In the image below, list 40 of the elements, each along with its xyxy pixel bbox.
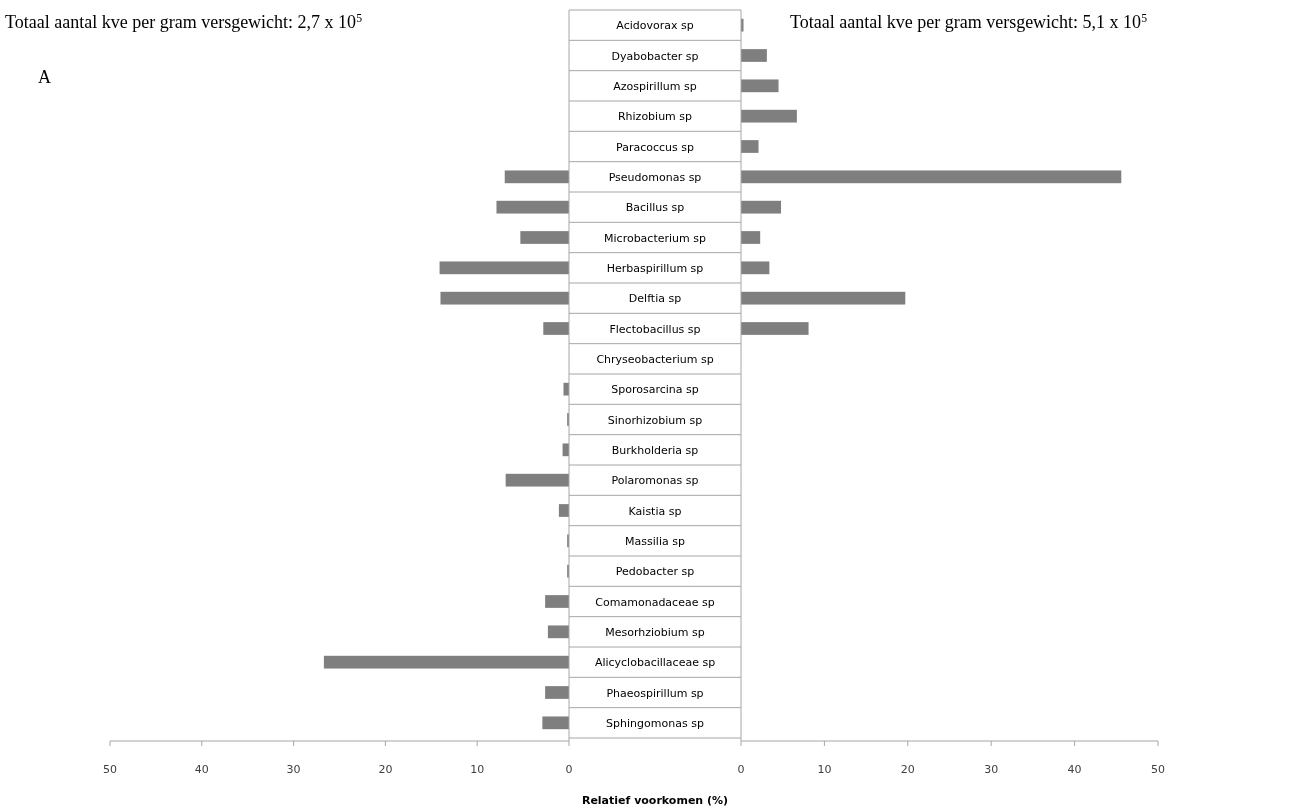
y-tick-label: Massilia sp: [625, 534, 685, 548]
x-tick-label: 10: [470, 763, 485, 776]
chart-title: Totaal aantal kve per gram versgewicht: 5,1 x 10$^{5}$: [790, 11, 1148, 32]
y-tick-label: Pedobacter sp: [615, 565, 695, 579]
y-tick-label: Burkholderia sp: [611, 443, 699, 457]
x-tick-label: 10: [817, 763, 832, 776]
x-tick-label: 50: [103, 763, 117, 776]
y-tick-label: Dyabobacter sp: [611, 49, 699, 63]
y-tick-label: Mesorhziobium sp: [605, 625, 705, 639]
y-tick-label: Paracoccus sp: [616, 140, 694, 154]
y-tick-label: Pseudomonas sp: [608, 170, 702, 184]
x-tick-label: 0: [737, 763, 745, 776]
x-tick-label: 30: [286, 763, 301, 776]
y-tick-label: Delftia sp: [628, 292, 682, 306]
y-tick-label: Kaistia sp: [628, 504, 682, 518]
y-tick-label: Sinorhizobium sp: [607, 413, 703, 427]
y-tick-label: Comamonadaceae sp: [595, 595, 715, 609]
y-tick-label: Polaromonas sp: [611, 474, 699, 488]
text: A: [38, 67, 51, 87]
y-tick-label: Acidovorax sp: [616, 19, 694, 33]
y-tick-label: Sphingomonas sp: [606, 716, 704, 730]
y-tick-label: Microbacterium sp: [604, 231, 706, 245]
y-tick-label: Sporosarcina sp: [611, 383, 699, 397]
x-tick-label: 50: [1151, 763, 1165, 776]
x-tick-label: 0: [565, 763, 573, 776]
y-tick-label: Flectobacillus sp: [609, 322, 701, 336]
x-tick-label: 40: [194, 763, 209, 776]
x-tick-label: 30: [984, 763, 999, 776]
y-tick-label: Bacillus sp: [625, 201, 685, 215]
y-tick-label: Azospirillum sp: [613, 79, 697, 93]
x-tick-label: 40: [1067, 763, 1082, 776]
x-tick-label: 20: [900, 763, 915, 776]
chart-title: Totaal aantal kve per gram versgewicht: 2,7 x 10$^{5}$: [5, 11, 363, 32]
y-tick-label: Rhizobium sp: [617, 110, 693, 124]
x-axis-title: Relatief voorkomen (%): [581, 794, 729, 807]
x-tick-label: 20: [378, 763, 393, 776]
y-tick-label: Phaeospirillum sp: [606, 686, 704, 700]
y-tick-label: Herbaspirillum sp: [606, 261, 704, 275]
y-tick-label: Chryseobacterium sp: [596, 352, 714, 366]
y-tick-label: Alicyclobacillaceae sp: [594, 656, 716, 670]
